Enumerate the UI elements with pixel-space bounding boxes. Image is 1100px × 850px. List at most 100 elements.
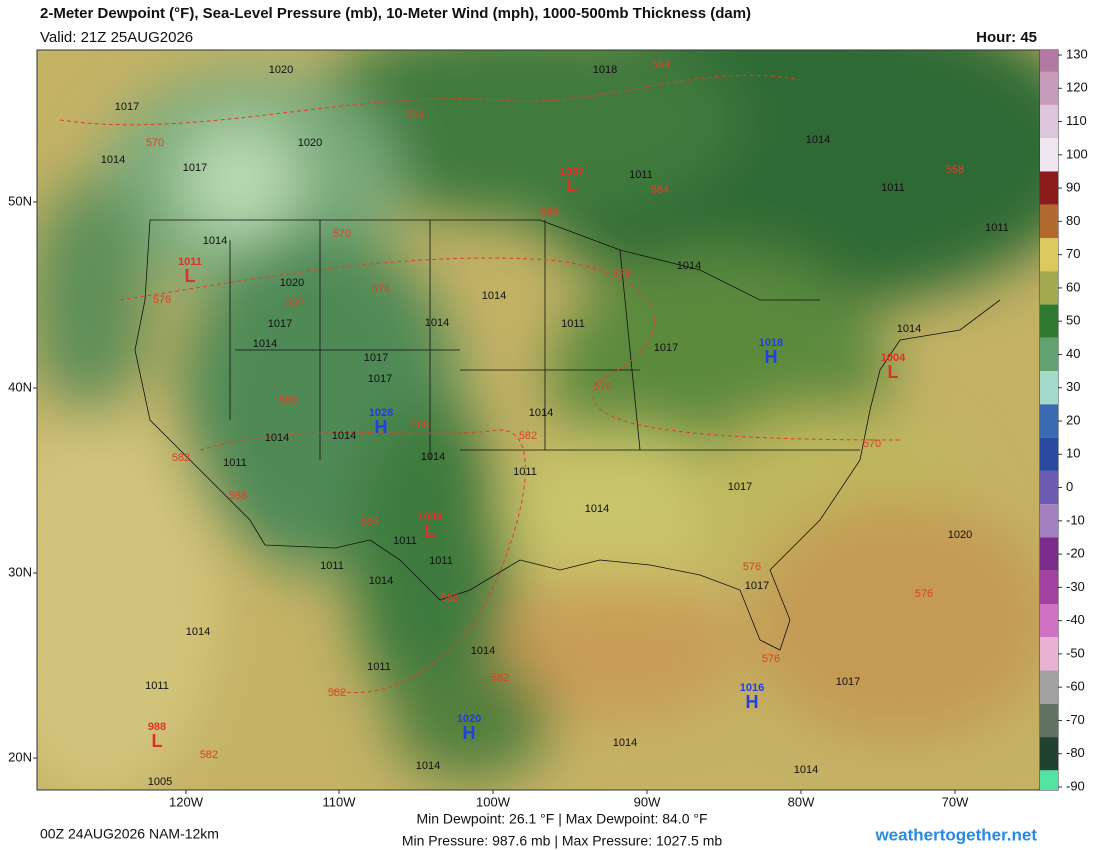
colorbar-label: 120 [1066, 80, 1088, 95]
isobar-label: 1017 [183, 162, 207, 174]
thickness-label: 588 [279, 394, 297, 406]
thickness-label: 576 [915, 588, 933, 600]
map: 1020 1017 1014 1017 1020 1014 1020 1017 1014 1017… [37, 50, 1040, 790]
high-pressure-value: 1028 [369, 407, 393, 419]
isobar-label: 1011 [985, 222, 1009, 234]
colorbar-label: 90 [1066, 180, 1080, 195]
dewpoint-field [37, 50, 1040, 790]
isobar-label: 1020 [280, 277, 304, 289]
isobar-label: 1014 [421, 451, 445, 463]
isobar-label: 1014 [416, 760, 440, 772]
thickness-label: 570 [146, 137, 164, 149]
latitude-label: 30N [8, 564, 32, 579]
high-symbol: H [375, 417, 388, 437]
colorbar-label: -40 [1066, 612, 1085, 627]
site-credit: weathertogether.net [874, 825, 1037, 844]
thickness-label: 588 [229, 490, 247, 502]
isobar-label: 1020 [948, 529, 972, 541]
colorbar-label: -70 [1066, 712, 1085, 727]
colorbar-segment [1040, 537, 1058, 571]
isobar-label: 1014 [897, 323, 921, 335]
high-symbol: H [463, 723, 476, 743]
valid-time: Valid: 21Z 25AUG2026 [40, 29, 193, 46]
colorbar-label: 30 [1066, 379, 1080, 394]
longitude-label: 120W [169, 794, 204, 809]
isobar-label: 1020 [269, 64, 293, 76]
colorbar-label: 110 [1066, 113, 1087, 128]
colorbar-segment [1040, 670, 1058, 704]
low-symbol: L [888, 362, 899, 382]
isobar-label: 1011 [513, 466, 537, 478]
low-pressure-value: 1009 [418, 511, 442, 523]
colorbar-label: -80 [1066, 745, 1085, 760]
thickness-label: 594 [361, 516, 379, 528]
isobar-label: 1014 [585, 503, 609, 515]
thickness-label: 582 [491, 672, 509, 684]
colorbar-label: -30 [1066, 579, 1085, 594]
thickness-label: 576 [613, 268, 631, 280]
dewpoint-range: Min Dewpoint: 26.1 °F | Max Dewpoint: 84… [416, 811, 707, 827]
colorbar-segment [1040, 404, 1058, 438]
title: 2-Meter Dewpoint (°F), Sea-Level Pressur… [40, 5, 751, 22]
isobar-label: 1017 [654, 342, 678, 354]
low-symbol: L [152, 731, 163, 751]
colorbar-segment [1040, 637, 1058, 671]
thickness-label: 588 [441, 592, 459, 604]
colorbar-label: 80 [1066, 213, 1080, 228]
isobar-label: 1020 [298, 137, 322, 149]
colorbar-segment [1040, 238, 1058, 272]
map-labels: 1020 1017 1014 1017 1020 1014 1020 1017 1014 1017… [101, 59, 1009, 788]
colorbar-segment [1040, 737, 1058, 771]
thickness-label: 582 [286, 297, 304, 309]
colorbar-label: -60 [1066, 679, 1085, 694]
colorbar-segment [1040, 104, 1058, 139]
thickness-contours [59, 74, 901, 694]
isobar-label: 1011 [881, 182, 905, 194]
colorbar-segment [1040, 171, 1058, 205]
low-pressure-value: 1004 [881, 352, 906, 364]
colorbar-label: -50 [1066, 645, 1085, 660]
colorbar-segment [1040, 138, 1058, 172]
isobar-label: 1018 [593, 64, 617, 76]
isobar-label: 1014 [425, 317, 449, 329]
thickness-label: 576 [153, 294, 171, 306]
thickness-label: 582 [328, 687, 346, 699]
colorbar-label: 0 [1066, 479, 1073, 494]
colorbar-segment [1040, 437, 1058, 471]
boundaries [134, 219, 1001, 651]
isobar-label: 1011 [393, 535, 417, 547]
pressure-range: Min Pressure: 987.6 mb | Max Pressure: 1… [402, 833, 723, 849]
colorbar-segment [1040, 470, 1058, 505]
thickness-label: 576 [594, 381, 612, 393]
latitude-label: 40N [8, 379, 32, 394]
high-symbol: H [746, 692, 759, 712]
isobar-label: 1011 [320, 560, 344, 572]
latitude-label: 20N [8, 749, 32, 764]
high-pressure-value: 1016 [740, 682, 764, 694]
high-pressure-value: 1018 [759, 337, 783, 349]
colorbar-segment [1040, 504, 1058, 538]
isobar-label: 1014 [482, 290, 506, 302]
isobar-label: 1017 [268, 318, 292, 330]
colorbar: 1301201101009080706050403020100-10-20-30… [1039, 46, 1088, 793]
colorbar-segment [1040, 371, 1058, 405]
colorbar-label: 10 [1066, 446, 1080, 461]
high-pressure-value: 1020 [457, 713, 481, 725]
low-pressure-value: 1007 [560, 166, 584, 178]
longitude-label: 110W [323, 794, 357, 809]
colorbar-segment [1040, 71, 1058, 105]
isobar-label: 1017 [115, 101, 139, 113]
colorbar-label: -20 [1066, 546, 1085, 561]
thickness-label: 582 [200, 749, 218, 761]
isobar-label: 1014 [101, 154, 125, 166]
thickness-label: 570 [333, 228, 351, 240]
colorbar-segment [1040, 204, 1058, 238]
thickness-label: 564 [540, 206, 558, 218]
isobar-label: 1017 [368, 373, 392, 385]
low-symbol: L [425, 521, 436, 541]
low-symbol: L [567, 176, 578, 196]
longitude-label: 70W [942, 794, 969, 809]
thickness-label: 558 [946, 164, 964, 176]
